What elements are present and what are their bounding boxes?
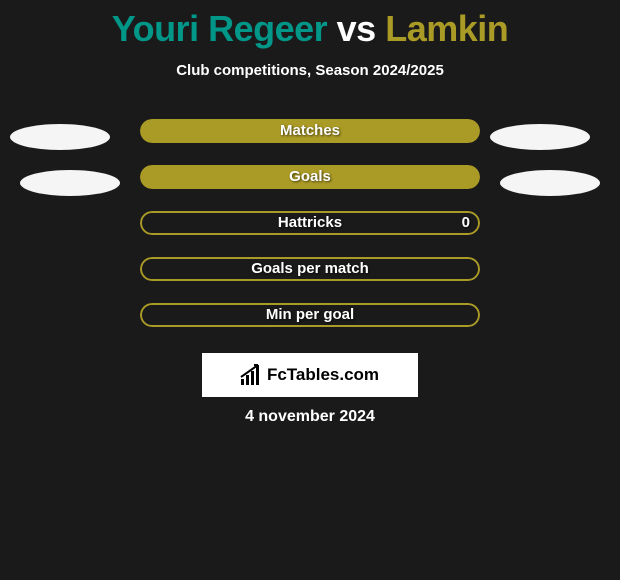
subtitle: Club competitions, Season 2024/2025 [0, 62, 620, 79]
stat-bar: Min per goal [140, 303, 480, 327]
fctables-logo: FcTables.com [202, 353, 418, 397]
date-label: 4 november 2024 [0, 408, 620, 426]
player2-name: Lamkin [385, 8, 508, 49]
stat-row: 0Hattricks [0, 211, 620, 257]
stat-bar: Goals per match [140, 257, 480, 281]
stat-label: Matches [140, 119, 480, 143]
stat-label: Goals per match [140, 257, 480, 281]
player-marker-ellipse [500, 170, 600, 196]
player1-name: Youri Regeer [112, 8, 327, 49]
vs-label: vs [337, 8, 376, 49]
stat-bar: Hattricks [140, 211, 480, 235]
player-marker-ellipse [10, 124, 110, 150]
stat-bar: Goals [140, 165, 480, 189]
stat-label: Goals [140, 165, 480, 189]
player-marker-ellipse [490, 124, 590, 150]
stat-label: Hattricks [140, 211, 480, 235]
logo-chart-icon [241, 365, 265, 385]
player-marker-ellipse [20, 170, 120, 196]
stat-row: Min per goal [0, 303, 620, 349]
stat-rows: 4Matches0Goals0HattricksGoals per matchM… [0, 119, 620, 349]
comparison-title: Youri Regeer vs Lamkin [0, 0, 620, 50]
stat-bar: Matches [140, 119, 480, 143]
stat-row: Goals per match [0, 257, 620, 303]
stat-label: Min per goal [140, 303, 480, 327]
logo-text: FcTables.com [267, 365, 379, 385]
